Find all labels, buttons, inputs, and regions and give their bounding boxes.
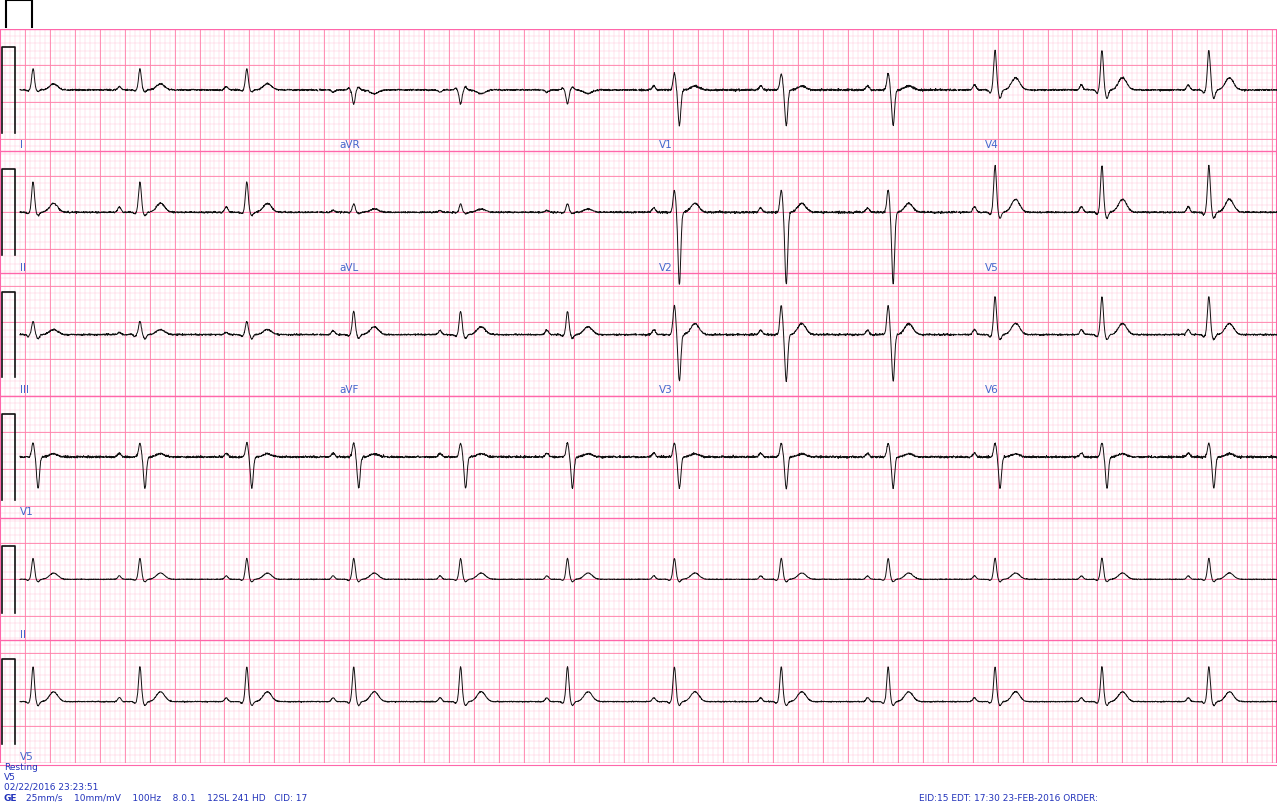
Text: V1: V1 [659,141,672,150]
Text: GE: GE [4,793,18,801]
Text: II: II [20,263,26,272]
Text: V2: V2 [659,263,672,272]
Text: V5: V5 [985,263,999,272]
Text: III: III [20,385,29,394]
Text: aVR: aVR [340,141,360,150]
Text: V1: V1 [20,507,33,517]
Text: Resting: Resting [4,762,38,771]
Text: I: I [20,141,23,150]
Text: V3: V3 [659,385,672,394]
Text: V4: V4 [985,141,999,150]
Text: V6: V6 [985,385,999,394]
Text: V5: V5 [20,751,33,761]
Text: aVF: aVF [340,385,359,394]
Text: 25mm/s    10mm/mV    100Hz    8.0.1    12SL 241 HD   CID: 17: 25mm/s 10mm/mV 100Hz 8.0.1 12SL 241 HD C… [26,793,306,801]
Text: EID:15 EDT: 17:30 23-FEB-2016 ORDER:: EID:15 EDT: 17:30 23-FEB-2016 ORDER: [919,793,1098,801]
Text: aVL: aVL [340,263,359,272]
Text: 02/22/2016 23:23:51: 02/22/2016 23:23:51 [4,782,98,791]
Text: II: II [20,629,26,639]
Text: V5: V5 [4,772,15,781]
